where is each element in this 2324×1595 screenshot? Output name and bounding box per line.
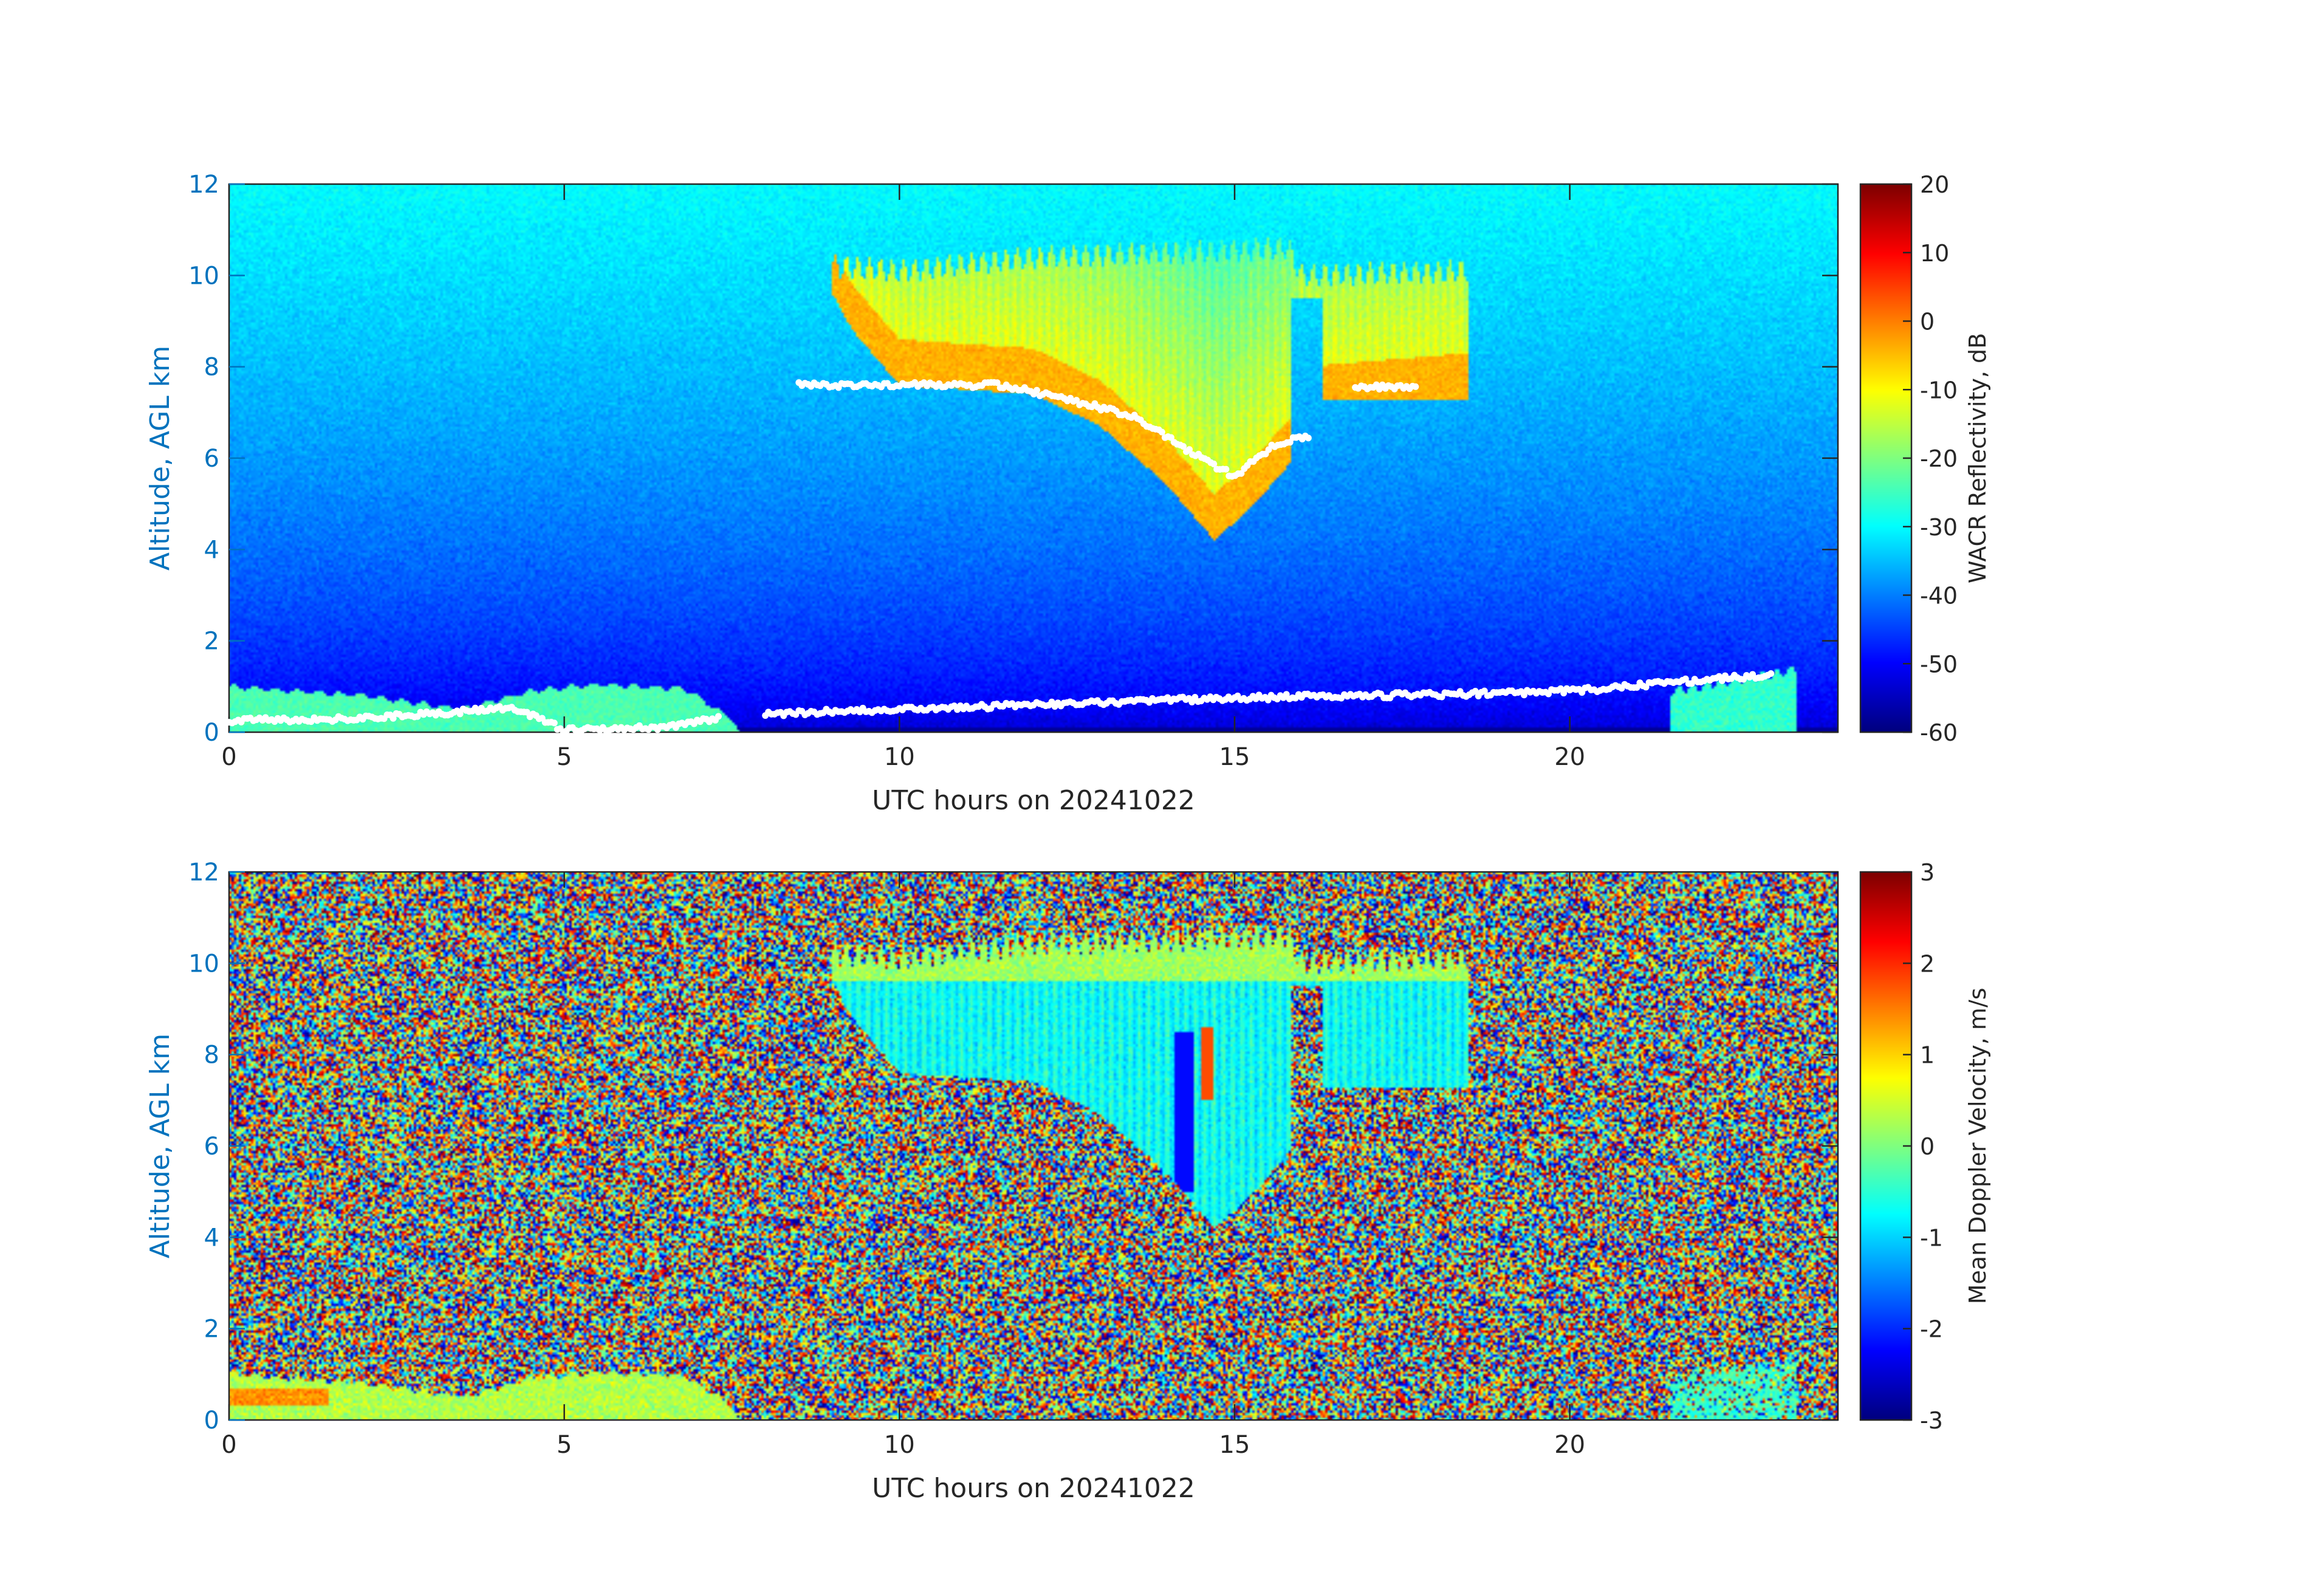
y-tick-label: 8 [204, 1041, 219, 1069]
colorbar-tick-label: -1 [1920, 1224, 1943, 1251]
white-marker [1179, 443, 1187, 450]
white-marker [456, 710, 464, 718]
velocity-x-axis-label: UTC hours on 20241022 [872, 1473, 1195, 1504]
white-marker [550, 719, 558, 727]
colorbar-tick-label: 0 [1920, 1133, 1935, 1160]
y-tick-label: 2 [204, 1315, 219, 1343]
white-marker [1186, 446, 1193, 453]
x-tick-label: 5 [557, 1431, 572, 1459]
white-marker [1167, 434, 1174, 441]
x-tick-label: 0 [221, 743, 236, 771]
reflectivity-y-ticks: 0 2 4 6 8 10 12 [188, 171, 1838, 747]
y-tick-label: 0 [204, 1407, 219, 1435]
colorbar-tick-label: 10 [1920, 240, 1949, 267]
velocity-y-axis-label: Altitude, AGL km [145, 1034, 176, 1258]
reflectivity-y-axis-label: Altitude, AGL km [145, 346, 176, 571]
white-marker [1412, 383, 1419, 390]
colorbar-tick-label: -40 [1920, 583, 1958, 609]
reflectivity-heatmap [229, 184, 1838, 732]
white-marker [715, 713, 722, 720]
velocity-colorbar-label: Mean Doppler Velocity, m/s [1964, 988, 1991, 1305]
white-marker [1767, 670, 1775, 677]
colorbar-tick-label: -50 [1920, 651, 1958, 677]
x-tick-label: 20 [1554, 743, 1585, 771]
white-marker [1682, 675, 1689, 682]
y-tick-label: 12 [188, 171, 219, 199]
white-marker [1264, 696, 1272, 704]
velocity-colorbar-ticks: 3 2 1 0 -1 -2 -3 [1903, 859, 1943, 1434]
colorbar-tick-label: 1 [1920, 1042, 1935, 1069]
velocity-heatmap [229, 872, 1838, 1420]
x-tick-label: 10 [884, 1431, 915, 1459]
y-tick-label: 6 [204, 445, 219, 473]
colorbar-tick-label: -3 [1920, 1407, 1943, 1434]
x-tick-label: 15 [1219, 743, 1250, 771]
white-marker [1238, 470, 1245, 477]
reflectivity-x-ticks: 0 5 10 15 20 [221, 184, 1585, 771]
white-marker [1222, 465, 1230, 473]
colorbar-tick-label: 3 [1920, 859, 1935, 886]
colorbar-tick-label: 2 [1920, 950, 1935, 977]
y-tick-label: 12 [188, 859, 219, 887]
reflectivity-colorbar-label: WACR Reflectivity, dB [1964, 333, 1991, 583]
reflectivity-colorbar-ticks: 20 10 0 -10 -20 -30 -40 -50 -60 [1903, 171, 1958, 746]
velocity-y-ticks: 0 2 4 6 8 10 12 [188, 859, 1838, 1435]
white-marker [993, 379, 1001, 386]
y-tick-label: 0 [204, 719, 219, 747]
reflectivity-x-axis-label: UTC hours on 20241022 [872, 785, 1195, 816]
y-tick-label: 10 [188, 262, 219, 290]
y-tick-label: 8 [204, 354, 219, 382]
y-tick-label: 2 [204, 628, 219, 656]
white-marker [1033, 386, 1040, 394]
reflectivity-panel: 0 5 10 15 20 0 2 4 6 8 10 12 UTC hours on 20241022… [145, 171, 1991, 816]
x-tick-label: 10 [884, 743, 915, 771]
white-marker [1718, 677, 1726, 684]
white-marker [1210, 461, 1218, 468]
colorbar-tick-label: -10 [1920, 377, 1958, 403]
colorbar-tick-label: -30 [1920, 514, 1958, 541]
y-tick-label: 10 [188, 950, 219, 978]
x-tick-label: 0 [221, 1431, 236, 1459]
y-tick-label: 6 [204, 1133, 219, 1161]
white-marker [1158, 428, 1165, 436]
white-marker-traces [225, 379, 1775, 736]
velocity-x-ticks: 0 5 10 15 20 [221, 872, 1585, 1459]
white-marker [389, 715, 397, 722]
colorbar-tick-label: -60 [1920, 719, 1958, 746]
white-marker [1472, 687, 1479, 695]
x-tick-label: 5 [557, 743, 572, 771]
colorbar-tick-label: -2 [1920, 1316, 1943, 1343]
white-marker [1286, 439, 1294, 446]
y-tick-label: 4 [204, 536, 219, 564]
y-tick-label: 4 [204, 1224, 219, 1252]
white-marker [1188, 698, 1196, 705]
colorbar-tick-label: -20 [1920, 445, 1958, 472]
white-marker [1304, 434, 1312, 442]
x-tick-label: 15 [1219, 1431, 1250, 1459]
colorbar-tick-label: 0 [1920, 309, 1935, 335]
x-tick-label: 20 [1554, 1431, 1585, 1459]
colorbar-tick-label: 20 [1920, 171, 1949, 198]
